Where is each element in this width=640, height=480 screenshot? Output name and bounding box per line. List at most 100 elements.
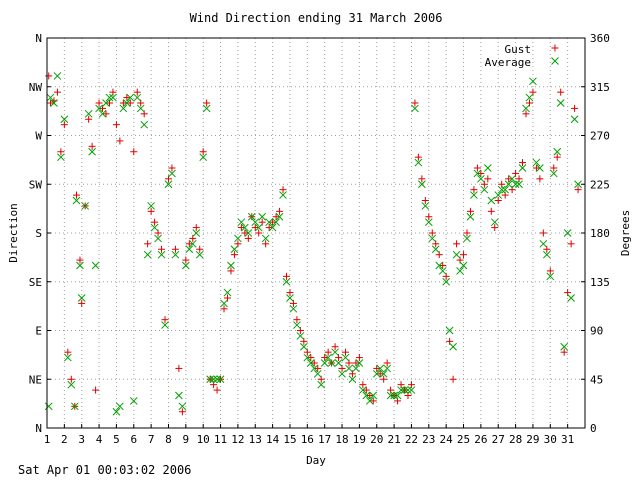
average-point	[511, 180, 520, 189]
x-tick-label: 11	[214, 433, 227, 446]
average-point	[286, 294, 294, 302]
average-point	[515, 180, 523, 189]
average-point	[359, 386, 367, 394]
gust-point	[158, 245, 166, 253]
average-point	[487, 196, 496, 205]
average-point	[293, 321, 301, 329]
average-point	[320, 359, 329, 367]
average-point	[504, 180, 513, 189]
gust-point	[133, 88, 141, 96]
y-tick-label-left: E	[35, 325, 42, 338]
gust-point	[355, 354, 363, 362]
gust-point	[321, 354, 329, 362]
gust-point	[373, 364, 381, 372]
gust-point	[571, 104, 579, 112]
average-point	[352, 364, 360, 373]
gust-point	[196, 245, 204, 253]
average-point	[88, 147, 96, 156]
gust-point	[352, 359, 360, 367]
x-tick-label: 17	[318, 433, 331, 446]
gust-point	[453, 240, 461, 248]
average-point	[168, 169, 176, 178]
average-point	[345, 364, 353, 373]
gust-point	[45, 72, 53, 80]
average-point	[518, 164, 527, 172]
x-tick-label: 30	[544, 433, 557, 446]
y-tick-label-right: 135	[590, 276, 610, 289]
gust-point	[314, 364, 322, 372]
average-point	[386, 391, 395, 400]
average-point	[206, 375, 214, 384]
gust-point	[182, 256, 190, 264]
gust-point	[324, 348, 332, 356]
gust-point	[567, 240, 575, 248]
average-point	[497, 185, 506, 194]
average-point	[376, 364, 385, 373]
gust-point	[293, 316, 301, 324]
average-point	[72, 196, 81, 205]
average-point	[209, 375, 218, 384]
average-point	[76, 261, 84, 270]
gust-point	[536, 175, 544, 183]
gust-point	[171, 245, 179, 253]
average-point	[431, 245, 440, 254]
gust-point	[466, 207, 474, 215]
average-point	[494, 191, 503, 199]
gust-point	[494, 197, 502, 204]
average-point	[310, 364, 319, 373]
average-point	[421, 202, 430, 210]
gust-point	[123, 94, 131, 102]
average-point	[525, 93, 534, 102]
gust-point	[331, 343, 339, 351]
gust-point	[505, 175, 513, 183]
average-point	[223, 288, 232, 297]
gust-point	[78, 299, 86, 307]
gust-point	[237, 224, 245, 232]
y-axis-right-label: Degrees	[619, 210, 632, 256]
average-point	[84, 109, 93, 118]
gust-point	[151, 218, 159, 226]
gust-point	[60, 121, 68, 129]
gust-point	[67, 375, 75, 383]
average-point	[542, 250, 551, 259]
average-point	[501, 185, 510, 194]
gust-point	[116, 137, 124, 145]
x-tick-label: 21	[387, 433, 400, 446]
average-point	[463, 234, 471, 243]
gust-point	[53, 88, 61, 96]
average-point	[67, 380, 76, 389]
gust-point	[557, 88, 565, 96]
average-point	[546, 272, 555, 281]
y-tick-label-left: N	[35, 422, 42, 435]
average-point	[327, 359, 336, 367]
average-point	[549, 169, 558, 178]
gust-point	[147, 207, 155, 215]
x-tick-label: 9	[183, 433, 190, 446]
gust-point	[161, 316, 169, 324]
average-point	[46, 93, 55, 102]
y-tick-label-right: 360	[590, 32, 610, 45]
average-point	[424, 218, 433, 227]
gust-point	[130, 148, 138, 156]
average-point	[272, 218, 280, 227]
average-point	[143, 250, 152, 259]
average-point	[365, 397, 374, 405]
average-point	[529, 77, 537, 86]
average-point	[428, 234, 437, 243]
x-tick-label: 14	[266, 433, 280, 446]
y-tick-label-left: NW	[29, 81, 43, 94]
average-point	[445, 326, 454, 335]
average-point	[372, 369, 381, 378]
gust-point	[203, 99, 211, 107]
average-point	[105, 93, 114, 102]
gust-point	[185, 240, 193, 248]
average-point	[261, 234, 270, 243]
x-tick-label: 8	[165, 433, 172, 446]
x-tick-label: 31	[561, 433, 574, 446]
gust-point	[484, 175, 492, 183]
average-point	[522, 104, 530, 113]
average-point	[154, 234, 162, 243]
average-point	[383, 364, 392, 373]
average-point	[147, 202, 155, 210]
